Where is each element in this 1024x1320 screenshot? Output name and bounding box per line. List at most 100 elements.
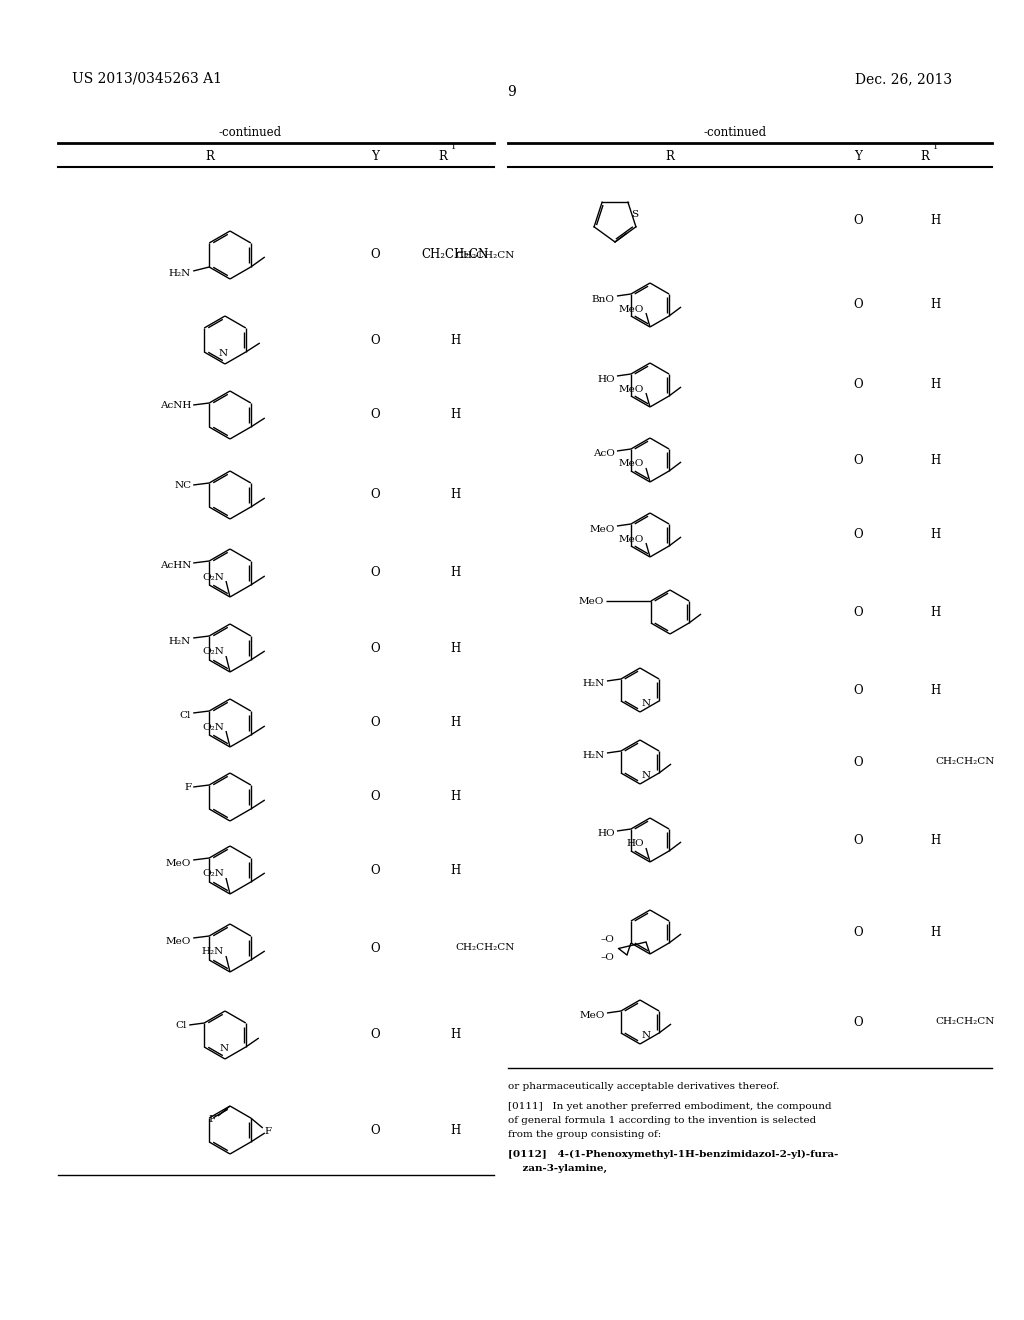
Text: N: N bbox=[642, 771, 651, 780]
Text: O: O bbox=[853, 755, 863, 768]
Text: 1: 1 bbox=[451, 143, 457, 150]
Text: NC: NC bbox=[174, 480, 191, 490]
Text: O: O bbox=[853, 833, 863, 846]
Text: Cl: Cl bbox=[180, 711, 191, 721]
Text: HO: HO bbox=[597, 375, 615, 384]
Text: O: O bbox=[371, 1028, 380, 1041]
Text: R: R bbox=[438, 149, 447, 162]
Text: BnO: BnO bbox=[592, 294, 615, 304]
Text: O: O bbox=[853, 379, 863, 392]
Text: O: O bbox=[371, 566, 380, 579]
Text: O: O bbox=[853, 214, 863, 227]
Text: H: H bbox=[930, 379, 940, 392]
Text: [0111]   In yet another preferred embodiment, the compound: [0111] In yet another preferred embodime… bbox=[508, 1102, 831, 1111]
Text: MeO: MeO bbox=[618, 459, 644, 469]
Text: R: R bbox=[921, 149, 930, 162]
Text: F: F bbox=[209, 1115, 216, 1125]
Text: MeO: MeO bbox=[166, 936, 191, 945]
Text: H: H bbox=[450, 717, 460, 730]
Text: H: H bbox=[450, 566, 460, 579]
Text: O₂N: O₂N bbox=[202, 573, 224, 582]
Text: H: H bbox=[450, 1123, 460, 1137]
Text: O: O bbox=[371, 488, 380, 502]
Text: N: N bbox=[642, 700, 651, 708]
Text: O: O bbox=[853, 298, 863, 312]
Text: H: H bbox=[930, 454, 940, 466]
Text: Cl: Cl bbox=[176, 1020, 187, 1030]
Text: O: O bbox=[371, 791, 380, 804]
Text: O: O bbox=[371, 408, 380, 421]
Text: O: O bbox=[371, 248, 380, 261]
Text: H: H bbox=[450, 863, 460, 876]
Text: O: O bbox=[853, 1015, 863, 1028]
Text: Y: Y bbox=[854, 150, 862, 164]
Text: O: O bbox=[371, 642, 380, 655]
Text: H: H bbox=[930, 925, 940, 939]
Text: O₂N: O₂N bbox=[202, 722, 224, 731]
Text: H: H bbox=[450, 408, 460, 421]
Text: O: O bbox=[853, 606, 863, 619]
Text: O: O bbox=[853, 454, 863, 466]
Text: 9: 9 bbox=[508, 84, 516, 99]
Text: S: S bbox=[631, 210, 638, 219]
Text: N: N bbox=[218, 348, 227, 358]
Text: MeO: MeO bbox=[166, 858, 191, 867]
Text: H: H bbox=[930, 528, 940, 541]
Text: R: R bbox=[666, 150, 675, 164]
Text: -continued: -continued bbox=[703, 127, 767, 140]
Text: O: O bbox=[371, 941, 380, 954]
Text: O: O bbox=[371, 717, 380, 730]
Text: –O: –O bbox=[601, 935, 614, 944]
Text: MeO: MeO bbox=[618, 535, 644, 544]
Text: F: F bbox=[265, 1127, 272, 1137]
Text: H₂N: H₂N bbox=[583, 751, 605, 760]
Text: [0112]   4-(1-Phenoxymethyl-1H-benzimidazol-2-yl)-fura-: [0112] 4-(1-Phenoxymethyl-1H-benzimidazo… bbox=[508, 1150, 839, 1159]
Text: H: H bbox=[930, 298, 940, 312]
Text: O: O bbox=[853, 684, 863, 697]
Text: AcO: AcO bbox=[593, 450, 615, 458]
Text: MeO: MeO bbox=[580, 1011, 605, 1020]
Text: CH₂CH₂CN: CH₂CH₂CN bbox=[935, 1018, 994, 1027]
Text: N: N bbox=[642, 1031, 651, 1040]
Text: O: O bbox=[853, 925, 863, 939]
Text: MeO: MeO bbox=[590, 524, 615, 533]
Text: HO: HO bbox=[597, 829, 615, 838]
Text: H: H bbox=[450, 642, 460, 655]
Text: H: H bbox=[930, 833, 940, 846]
Text: O: O bbox=[371, 1123, 380, 1137]
Text: R: R bbox=[206, 150, 214, 164]
Text: MeO: MeO bbox=[618, 305, 644, 314]
Text: H₂N: H₂N bbox=[169, 269, 191, 279]
Text: from the group consisting of:: from the group consisting of: bbox=[508, 1130, 662, 1139]
Text: of general formula 1 according to the invention is selected: of general formula 1 according to the in… bbox=[508, 1115, 816, 1125]
Text: AcNH: AcNH bbox=[160, 400, 191, 409]
Text: H: H bbox=[450, 1028, 460, 1041]
Text: H: H bbox=[450, 488, 460, 502]
Text: H₂N: H₂N bbox=[583, 680, 605, 689]
Text: CH₂CH₂CN: CH₂CH₂CN bbox=[455, 251, 514, 260]
Text: H: H bbox=[930, 606, 940, 619]
Text: 1: 1 bbox=[933, 143, 938, 150]
Text: O: O bbox=[853, 528, 863, 541]
Text: -continued: -continued bbox=[218, 127, 282, 140]
Text: O₂N: O₂N bbox=[202, 648, 224, 656]
Text: H₂N: H₂N bbox=[202, 948, 224, 957]
Text: H: H bbox=[930, 214, 940, 227]
Text: AcHN: AcHN bbox=[160, 561, 191, 570]
Text: F: F bbox=[184, 783, 191, 792]
Text: MeO: MeO bbox=[579, 597, 604, 606]
Text: CH₂CH₂CN: CH₂CH₂CN bbox=[455, 944, 514, 953]
Text: MeO: MeO bbox=[618, 384, 644, 393]
Text: CH₂CH₂CN: CH₂CH₂CN bbox=[421, 248, 488, 261]
Text: Y: Y bbox=[371, 150, 379, 164]
Text: O₂N: O₂N bbox=[202, 870, 224, 879]
Text: O: O bbox=[371, 863, 380, 876]
Text: H: H bbox=[930, 684, 940, 697]
Text: H: H bbox=[450, 791, 460, 804]
Text: H: H bbox=[450, 334, 460, 346]
Text: –O: –O bbox=[601, 953, 614, 962]
Text: HO: HO bbox=[627, 840, 644, 849]
Text: or pharmaceutically acceptable derivatives thereof.: or pharmaceutically acceptable derivativ… bbox=[508, 1082, 779, 1092]
Text: CH₂CH₂CN: CH₂CH₂CN bbox=[935, 758, 994, 767]
Text: US 2013/0345263 A1: US 2013/0345263 A1 bbox=[72, 73, 222, 86]
